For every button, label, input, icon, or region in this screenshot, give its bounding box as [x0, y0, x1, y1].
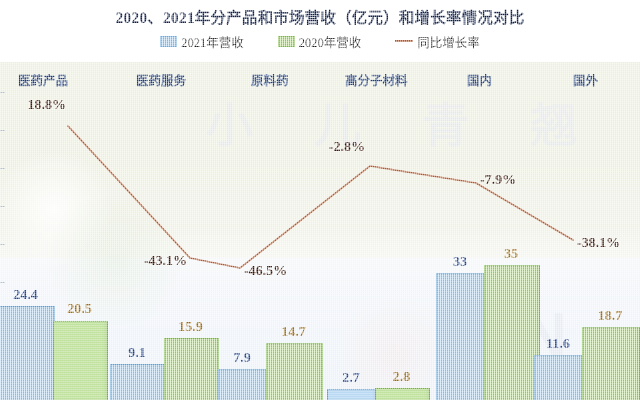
legend-item-2020: 2020年营收: [277, 32, 362, 51]
background-header: [0, 0, 640, 62]
growth-label-4: -7.9%: [480, 173, 517, 188]
category-label-2: 原料药: [251, 74, 289, 88]
growth-label-2: -46.5%: [244, 264, 288, 279]
bar-value-label-green-0: 20.5: [67, 302, 92, 318]
legend-label-2021: 2021年营收: [181, 36, 244, 50]
bar-value-label-blue-3: 2.7: [342, 370, 360, 386]
bar-blue-2[interactable]: [218, 368, 268, 400]
growth-label-0: 18.8%: [27, 98, 67, 113]
legend-item-2021: 2021年营收: [160, 32, 244, 51]
category-axis-labels: 医药产品 医药服务 原料药 高分子材料 国内 国外: [0, 70, 640, 90]
bar-value-label-green-2: 14.7: [281, 324, 306, 340]
axis-tick: [0, 168, 5, 169]
bar-green-2[interactable]: [266, 342, 323, 400]
axis-tick: [0, 92, 5, 93]
bar-green-5[interactable]: [582, 327, 640, 400]
bar-green-0[interactable]: [53, 320, 108, 400]
category-label-0: 医药产品: [18, 74, 69, 88]
bar-value-label-blue-2: 7.9: [233, 350, 251, 366]
bar-value-label-blue-1: 9.1: [128, 346, 146, 362]
bar-blue-1[interactable]: [110, 364, 166, 400]
bar-value-label-blue-5: 11.6: [546, 336, 570, 352]
bar-value-label-green-5: 18.7: [597, 309, 623, 325]
category-label-5: 国外: [573, 74, 599, 88]
legend-item-growth: 同比增长率: [395, 32, 480, 51]
category-label-1: 医药服务: [136, 74, 187, 88]
legend-label-growth: 同比增长率: [417, 36, 480, 50]
bar-value-label-green-4: 35: [504, 246, 518, 262]
category-label-3: 高分子材料: [345, 74, 408, 88]
bar-value-label-blue-0: 24.4: [13, 287, 38, 303]
axis-tick: [0, 282, 5, 283]
bar-green-4[interactable]: [484, 264, 540, 400]
chart-title: 2020、2021年分产品和市场营收（亿元）和增长率情况对比: [115, 10, 525, 27]
axis-tick: [0, 244, 5, 245]
growth-label-1: -43.1%: [143, 254, 187, 269]
bar-value-label-green-1: 15.9: [178, 320, 203, 336]
bar-blue-4[interactable]: [436, 272, 486, 400]
legend-swatch-green-icon: [277, 36, 295, 47]
bar-value-label-green-3: 2.8: [392, 370, 411, 386]
legend-line-icon: [395, 39, 414, 42]
chart-legend: 2021年营收 2020年营收 同比增长率: [0, 32, 640, 51]
bar-green-1[interactable]: [164, 338, 219, 400]
legend-swatch-blue-icon: [160, 36, 178, 47]
axis-tick: [0, 130, 5, 131]
axis-tick: [0, 206, 5, 207]
bar-green-3[interactable]: [375, 388, 430, 400]
growth-label-5: -38.1%: [577, 236, 621, 251]
category-label-4: 国内: [467, 74, 493, 88]
legend-label-2020: 2020年营收: [298, 36, 362, 50]
growth-label-3: -2.8%: [328, 140, 365, 155]
bar-value-label-blue-4: 33: [453, 254, 467, 270]
